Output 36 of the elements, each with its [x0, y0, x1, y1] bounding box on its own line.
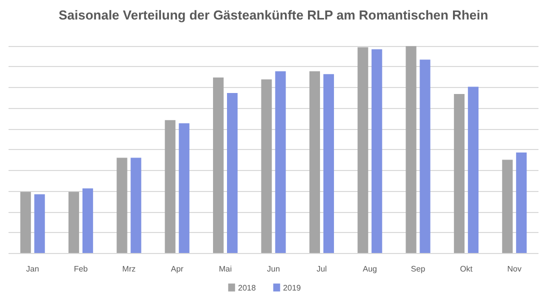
bar — [130, 158, 142, 254]
bar — [406, 46, 416, 254]
bar — [372, 49, 382, 254]
bar — [323, 74, 334, 254]
bar — [454, 94, 465, 254]
x-tick-label: Jan — [26, 264, 40, 274]
bar — [68, 192, 80, 254]
bar — [275, 71, 286, 254]
x-tick-label: Aug — [362, 264, 377, 274]
bar — [516, 152, 527, 254]
legend-label: 2018 — [238, 284, 256, 292]
x-tick-label: Jul — [316, 264, 328, 274]
chart-title: Saisonale Verteilung der Gästeankünfte RLP am Romantischen Rhein — [58, 8, 488, 22]
bar — [468, 86, 479, 254]
legend-label: 2019 — [283, 284, 302, 292]
x-tick-label: Apr — [170, 264, 184, 274]
bar — [420, 60, 430, 254]
bar — [502, 160, 513, 254]
bar — [164, 120, 176, 254]
x-tick-label: Mrz — [122, 264, 136, 274]
x-tick-label: Jun — [267, 264, 280, 274]
bar — [82, 188, 94, 254]
x-tick-label: Sep — [410, 264, 426, 274]
bar — [227, 93, 238, 254]
x-tick-label: Nov — [507, 264, 522, 274]
bar — [358, 47, 368, 254]
x-tick-label: Mai — [218, 264, 232, 274]
bar — [261, 79, 272, 254]
bar — [309, 71, 320, 254]
bar — [34, 194, 45, 254]
x-tick-label: Okt — [460, 264, 474, 274]
bar — [178, 123, 190, 254]
bar — [116, 158, 128, 254]
bar — [213, 77, 224, 254]
x-tick-label: Feb — [74, 264, 88, 274]
bar — [20, 192, 31, 254]
